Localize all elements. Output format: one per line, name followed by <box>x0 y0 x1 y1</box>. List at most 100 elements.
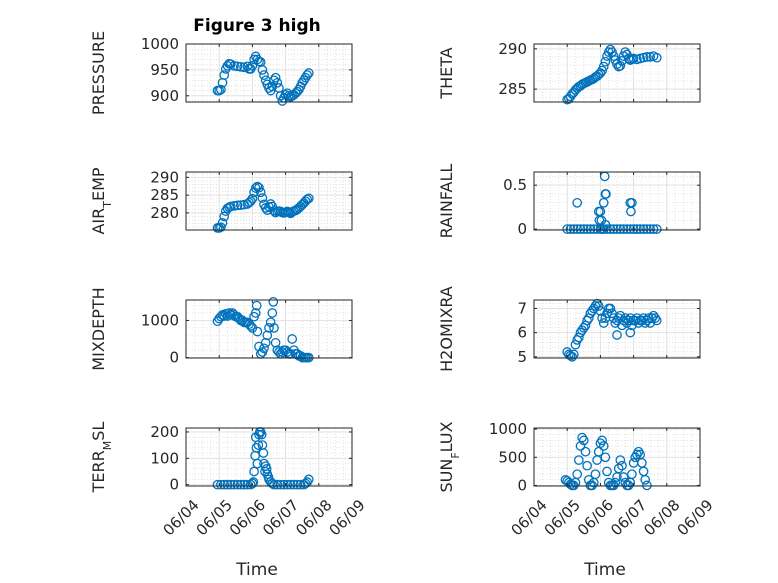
data-point <box>622 224 632 234</box>
data-point <box>303 68 314 78</box>
data-point <box>627 320 637 331</box>
data-point <box>647 313 657 323</box>
data-point <box>638 224 649 234</box>
data-point <box>252 326 263 337</box>
data-point <box>275 479 286 490</box>
data-point <box>588 303 599 314</box>
data-point <box>265 85 276 96</box>
data-point <box>285 479 296 490</box>
data-point <box>264 323 274 333</box>
y-tick-label: 7 <box>517 299 527 317</box>
data-point <box>642 52 652 62</box>
figure-title: Figure 3 high <box>193 16 321 36</box>
data-point <box>592 71 602 82</box>
data-point <box>219 479 230 490</box>
data-point <box>272 77 283 88</box>
data-point <box>572 469 583 480</box>
data-point <box>282 479 293 490</box>
y-tick-label: 200 <box>150 423 179 441</box>
data-point <box>575 327 586 338</box>
data-point <box>222 479 233 490</box>
axes-box <box>533 43 701 103</box>
y-axis-label: PRESSURE <box>89 31 108 115</box>
data-point <box>618 472 629 482</box>
y-tick-label: 285 <box>150 186 179 204</box>
data-point <box>272 479 283 490</box>
data-point <box>625 327 636 338</box>
data-point <box>242 61 253 72</box>
y-tick-label: 0.5 <box>503 176 527 194</box>
data-point <box>219 70 230 80</box>
data-point <box>595 438 606 449</box>
y-axis-label: THETA <box>437 47 456 99</box>
data-point <box>605 303 616 314</box>
y-tick-label: 1000 <box>141 311 179 329</box>
x-tick-label: 06/07 <box>607 496 650 539</box>
data-point <box>593 301 604 311</box>
axes-box <box>185 43 353 103</box>
data-point <box>580 446 591 457</box>
x-tick-label: 06/04 <box>507 496 550 539</box>
y-tick-label: 5 <box>517 348 527 366</box>
data-point <box>214 85 225 96</box>
data-point <box>608 224 619 234</box>
data-point <box>587 480 597 491</box>
data-point <box>568 480 579 491</box>
data-point <box>253 440 264 450</box>
data-point <box>628 224 639 234</box>
data-point <box>260 466 270 477</box>
data-point <box>302 194 313 205</box>
x-tick-label: 06/05 <box>541 496 584 539</box>
y-tick-label: 1000 <box>489 420 527 438</box>
data-point <box>212 479 223 490</box>
axes-box <box>185 299 353 359</box>
y-tick-label: 0 <box>517 476 527 494</box>
data-point <box>651 315 662 326</box>
data-point <box>250 308 261 318</box>
data-point <box>600 452 611 463</box>
data-point <box>603 477 614 488</box>
data-point <box>615 60 626 71</box>
subplot-h2omixra: 5 6 7 H2OMIXRA <box>437 286 701 372</box>
data-point <box>568 224 579 234</box>
data-point <box>299 479 309 490</box>
x-tick-label: 06/09 <box>673 496 716 539</box>
data-point <box>287 334 298 344</box>
x-tick-label: 06/08 <box>640 496 683 539</box>
y-tick-label: 0 <box>169 476 179 494</box>
y-tick-label: 290 <box>150 168 179 186</box>
data-point <box>623 480 634 491</box>
data-point <box>632 224 642 234</box>
y-tick-label: 500 <box>498 448 527 466</box>
data-point <box>567 351 578 362</box>
data-point <box>602 466 612 477</box>
data-point <box>640 474 651 485</box>
data-point <box>229 200 239 211</box>
data-point <box>602 224 612 234</box>
data-point <box>270 72 281 83</box>
data-point <box>269 323 279 333</box>
data-point <box>565 224 576 234</box>
data-point <box>251 300 262 311</box>
x-tick-label: 06/06 <box>574 496 617 539</box>
data-point <box>217 218 228 228</box>
y-axis-label: SUNFLUX <box>437 421 462 492</box>
data-point <box>578 435 589 446</box>
data-point <box>229 479 239 490</box>
data-point <box>626 206 636 217</box>
data-point <box>260 337 271 348</box>
data-point <box>610 477 621 488</box>
data-point <box>615 224 626 234</box>
data-point <box>648 310 659 321</box>
data-point <box>265 317 276 328</box>
y-axis-label: RAINFALL <box>437 164 456 239</box>
data-point <box>590 301 601 311</box>
data-point <box>562 224 573 234</box>
subplot-theta: 285 290 THETA <box>437 40 701 105</box>
x-tick-label: 06/05 <box>193 496 236 539</box>
